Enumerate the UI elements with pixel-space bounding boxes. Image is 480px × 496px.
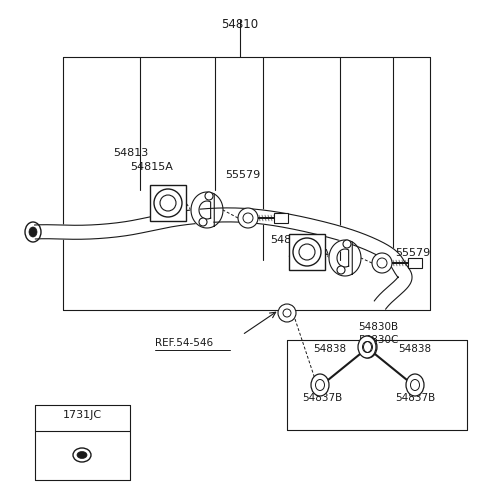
Circle shape: [205, 192, 213, 200]
Text: 54813: 54813: [270, 235, 305, 245]
Text: 54815A: 54815A: [130, 162, 173, 172]
Polygon shape: [35, 208, 412, 309]
Text: 54830C: 54830C: [358, 335, 398, 345]
Text: 54830B: 54830B: [358, 322, 398, 332]
Text: 54813: 54813: [113, 148, 148, 158]
Circle shape: [337, 266, 345, 274]
FancyBboxPatch shape: [150, 185, 186, 221]
Circle shape: [238, 208, 258, 228]
Circle shape: [372, 253, 392, 273]
Ellipse shape: [358, 336, 376, 358]
Ellipse shape: [359, 336, 377, 358]
FancyBboxPatch shape: [289, 234, 325, 270]
Text: 54815A: 54815A: [287, 249, 330, 259]
Ellipse shape: [311, 374, 329, 396]
Polygon shape: [329, 240, 352, 276]
Text: REF.54-546: REF.54-546: [155, 338, 213, 348]
Text: 54838: 54838: [398, 344, 431, 354]
Ellipse shape: [406, 374, 424, 396]
Text: 54837B: 54837B: [395, 393, 435, 403]
Ellipse shape: [77, 451, 87, 458]
FancyBboxPatch shape: [408, 258, 422, 268]
Text: 55579: 55579: [225, 170, 260, 180]
FancyBboxPatch shape: [274, 213, 288, 223]
Text: 55579: 55579: [395, 248, 430, 258]
Text: 1731JC: 1731JC: [62, 410, 102, 420]
Text: 54838: 54838: [313, 344, 346, 354]
Circle shape: [199, 218, 207, 226]
Circle shape: [154, 189, 182, 217]
Text: 54837B: 54837B: [302, 393, 342, 403]
Circle shape: [293, 238, 321, 266]
Polygon shape: [191, 192, 214, 228]
Ellipse shape: [29, 227, 37, 237]
Text: 54810: 54810: [221, 18, 259, 31]
Circle shape: [343, 240, 351, 248]
Circle shape: [278, 304, 296, 322]
Ellipse shape: [73, 448, 91, 462]
